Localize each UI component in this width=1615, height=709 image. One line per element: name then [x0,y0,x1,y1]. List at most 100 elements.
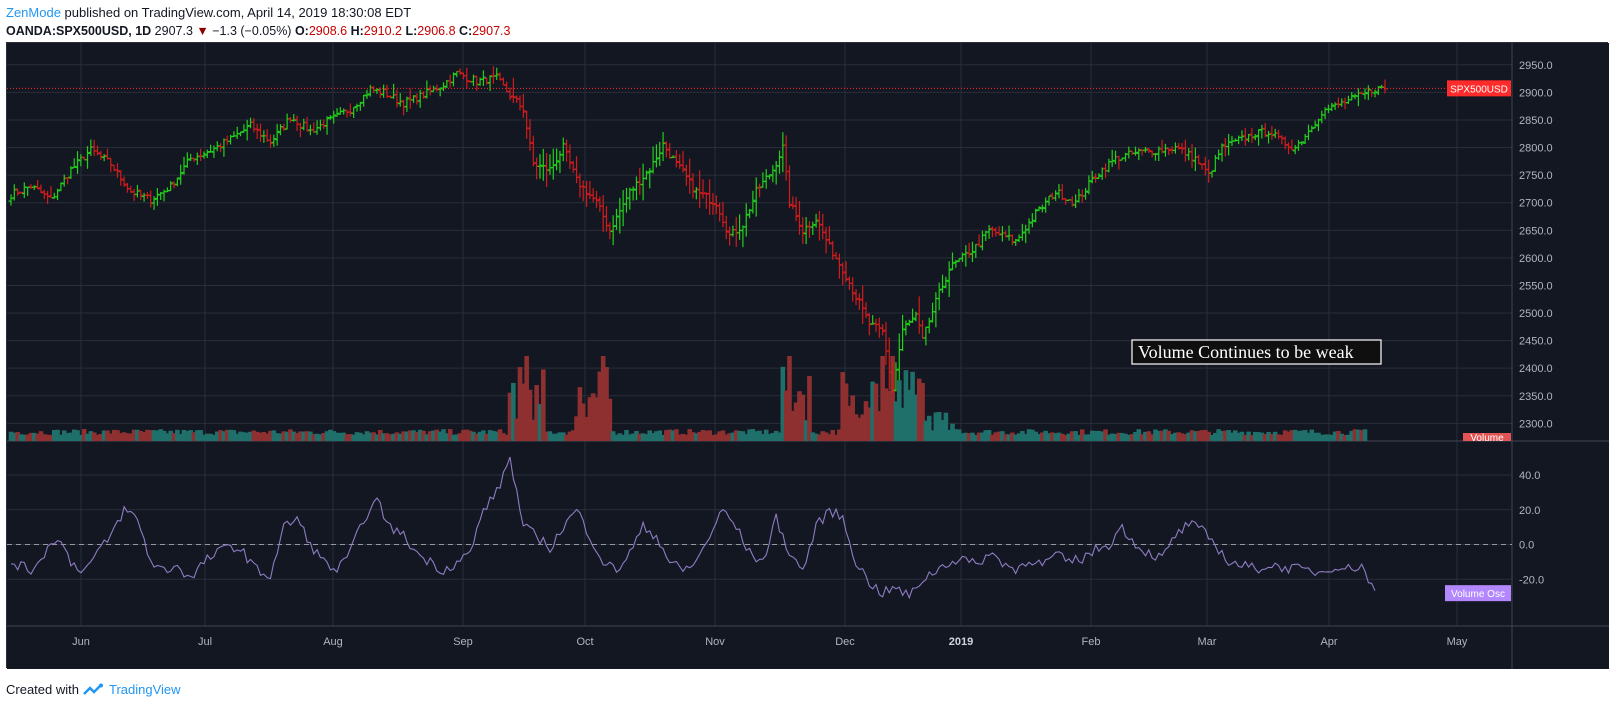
volume-bar [1079,429,1085,441]
tradingview-link[interactable]: TradingView [108,682,181,697]
ohlc-bar [321,119,327,129]
volume-bar [793,402,799,441]
price-tick-label: 2950.0 [1519,60,1553,72]
volume-bar [201,434,207,441]
volume-bar [1272,431,1278,441]
volume-bar [238,431,243,441]
volume-bars [8,356,1368,441]
month-label: Dec [835,636,855,648]
ohlc-bar [327,115,333,120]
ohlc-bar [1093,173,1099,183]
price-bars [8,66,1388,395]
volume-bar [264,433,270,441]
ohlc-bar [344,109,350,118]
ohlc-bar [630,186,636,201]
volume-bar [404,431,410,441]
volume-bar [973,434,979,441]
price-tick-label: 2800.0 [1519,143,1553,155]
volume-bar [880,356,885,441]
volume-bar [1046,433,1052,441]
volume-bar [484,433,490,441]
ohlc-bar [411,95,417,103]
publish-info: published on TradingView.com, April 14, … [64,5,412,20]
volume-bar [175,429,180,441]
volume-bar [368,432,373,441]
volume-bar [1126,434,1132,441]
volume-bar [1252,431,1258,441]
volume-bar [1013,434,1019,441]
volume-bar [1053,433,1058,441]
ohlc-bar [1239,130,1245,142]
month-label: Sep [453,636,473,648]
ohlc-bar [271,134,277,147]
volume-bar [274,433,280,441]
volume-bar [617,433,623,441]
volume-bar [730,432,736,441]
ohlc-bar [893,362,899,392]
volume-bar [697,431,702,441]
volume-bar [537,404,543,441]
ohlc-bar [1199,163,1205,170]
volume-bar [348,434,353,441]
volume-bar [547,431,553,441]
osc-tag-bg [1445,585,1511,602]
volume-bar [304,431,310,441]
volume-bar [1010,432,1015,441]
volume-bar [847,405,852,441]
volume-bar [168,430,173,441]
volume-bar [41,434,47,441]
price-tick-label: 2850.0 [1519,115,1553,127]
ohlc-bar [204,149,210,159]
volume-osc-line [10,456,1376,600]
price-chart[interactable]: 2300.0 2350.0 2400.0 2450.0 2500.0 2550.0 2600… [7,43,1609,669]
volume-bar [713,434,719,441]
volume-bar [494,431,500,441]
ohlc-bar [31,185,37,190]
volume-bar [1063,434,1068,441]
volume-bar [993,432,999,441]
month-label: Aug [323,636,343,648]
ohlc-bar [1359,91,1365,95]
volume-bar [354,432,360,441]
volume-bar [444,433,450,441]
volume-bar [694,433,699,441]
ohlc-bar [800,217,806,244]
volume-bar [1003,434,1009,441]
volume-bar [1096,430,1102,441]
volume-bar [118,433,124,441]
ohlc-bar [707,179,713,215]
volume-bar [950,423,955,441]
ohlc-bar [520,93,526,118]
volume-bar [1119,433,1125,441]
volume-bar [1302,429,1308,441]
volume-bar [860,414,865,441]
ohlc-bar [168,181,174,192]
volume-bar [1319,434,1325,441]
ohlc-bar [1096,173,1102,180]
ohlc-bar [121,176,127,187]
ohlc-bar [201,151,207,159]
symbol-label[interactable]: OANDA:SPX500USD, 1D [6,24,152,38]
ohlc-bar [1252,134,1258,141]
price-tick-label: 2450.0 [1519,336,1553,348]
chart-frame[interactable]: 2300.0 2350.0 2400.0 2450.0 2500.0 2550.0 2600… [6,42,1609,669]
ohlc-bar [331,110,337,124]
month-label: Apr [1320,636,1337,648]
ohlc-bar [171,181,177,189]
created-with-label: Created with [6,682,79,697]
volume-bar [577,387,583,441]
author-link[interactable]: ZenMode [6,5,61,20]
ohlc-bar [690,173,696,199]
volume-bar [1299,430,1305,441]
ohlc-bar [700,179,706,199]
ohlc-bar [584,180,590,207]
volume-bar [886,390,892,441]
volume-bar [650,433,656,441]
volume-bar [1356,429,1361,441]
volume-bar [797,391,802,441]
ohlc-bar [244,119,250,141]
ohlc-bar [786,165,792,209]
price-tick-label: 2700.0 [1519,198,1553,210]
ohlc-bar [663,141,669,158]
volume-bar [331,431,337,441]
